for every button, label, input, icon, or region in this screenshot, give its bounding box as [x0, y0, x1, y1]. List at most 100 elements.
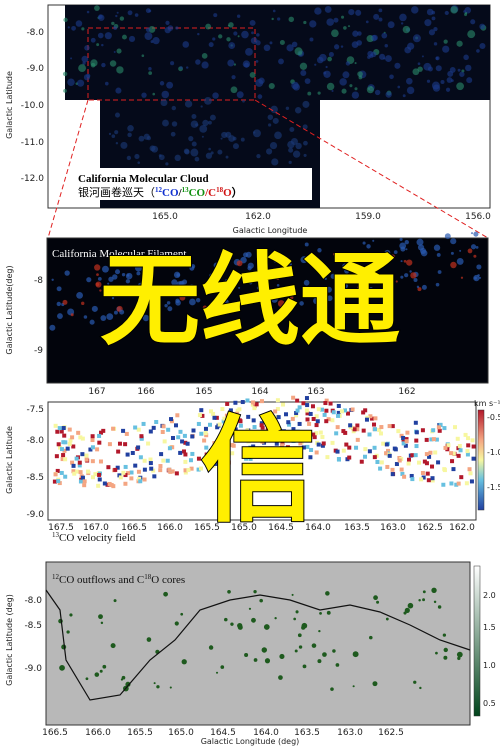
pixel [404, 439, 409, 444]
pixel [228, 416, 233, 421]
emission [160, 99, 168, 107]
panel-title: California Molecular Filament [52, 248, 186, 260]
core [180, 612, 184, 616]
pixel [428, 450, 433, 455]
tick-label: 165.0 [231, 523, 257, 533]
pixel [146, 441, 151, 446]
pixel [443, 445, 448, 450]
emission [190, 264, 196, 269]
pixel [394, 462, 399, 467]
emission [323, 71, 327, 75]
emission [98, 14, 103, 19]
pixel [319, 407, 324, 412]
emission [220, 137, 223, 140]
emission [303, 140, 308, 146]
pixel [107, 481, 112, 486]
emission [70, 313, 74, 317]
pixel [438, 422, 443, 427]
core [169, 686, 172, 689]
pixel [336, 403, 341, 408]
emission [433, 244, 441, 251]
pixel [191, 428, 196, 433]
emission [123, 262, 128, 267]
emission [242, 60, 251, 68]
emission [136, 271, 141, 276]
tick-label: 165 [195, 387, 212, 397]
emission [96, 273, 99, 276]
emission [144, 32, 153, 41]
emission [49, 324, 56, 331]
emission [330, 273, 336, 279]
pixel [355, 437, 360, 442]
emission [152, 37, 160, 45]
emission [374, 89, 381, 96]
pixel [309, 447, 314, 452]
pixel [416, 460, 421, 465]
emission [276, 284, 280, 287]
emission [212, 37, 216, 41]
emission [402, 94, 406, 98]
pixel [142, 477, 147, 482]
pixel [230, 424, 235, 429]
pixel [217, 422, 222, 427]
emission [182, 41, 190, 48]
emission [357, 71, 363, 77]
title-part: CO velocity field [59, 532, 136, 544]
emission [299, 62, 308, 70]
pixel [265, 428, 270, 433]
emission [290, 296, 294, 300]
emission [317, 91, 321, 95]
emission [410, 272, 417, 279]
emission [299, 301, 304, 306]
pixel [80, 475, 85, 480]
emission [189, 298, 196, 306]
pixel [470, 438, 475, 443]
pixel [396, 429, 401, 434]
pixel [397, 458, 402, 463]
core [274, 617, 277, 620]
pixel [123, 481, 128, 486]
pixel [182, 433, 187, 438]
emission [242, 99, 245, 103]
emission [356, 268, 360, 272]
pixel [320, 443, 325, 448]
core [224, 617, 228, 622]
emission [208, 147, 211, 151]
pixel [331, 410, 336, 415]
core [237, 623, 243, 629]
emission [341, 88, 347, 94]
pixel [387, 453, 392, 458]
emission [191, 141, 197, 147]
emission [230, 86, 238, 94]
emission [97, 32, 104, 39]
emission [463, 10, 467, 13]
pixel [88, 447, 93, 452]
pixel [280, 446, 285, 451]
emission [161, 90, 170, 99]
emission [233, 63, 237, 66]
core [297, 633, 302, 638]
pixel [178, 429, 183, 434]
pixel [71, 444, 76, 449]
pixel [223, 429, 228, 434]
pixel [414, 430, 419, 435]
colorbar-tick: 2.0 [483, 591, 496, 600]
pixel [86, 469, 91, 474]
pixel [226, 460, 231, 465]
emission [373, 13, 380, 20]
pixel [123, 473, 128, 478]
emission [435, 282, 440, 287]
pixel [372, 455, 377, 460]
pixel [446, 443, 451, 448]
pixel [80, 452, 85, 457]
pixel [468, 471, 473, 476]
pixel [405, 430, 410, 435]
emission [251, 31, 254, 35]
pixel [53, 423, 58, 428]
emission [324, 290, 327, 293]
tick-label: -9.0 [26, 64, 44, 74]
core [369, 635, 373, 640]
emission [115, 14, 118, 18]
emission [107, 282, 110, 285]
pixel [211, 411, 216, 416]
